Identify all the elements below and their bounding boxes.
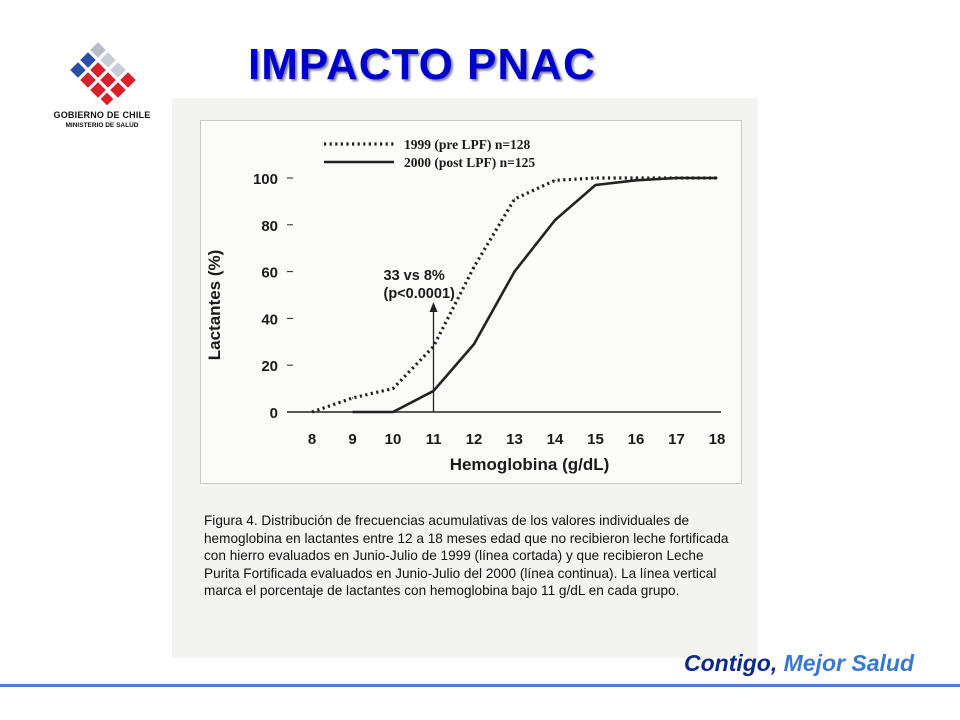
slogan-part-1: Contigo, xyxy=(684,650,778,676)
data-point xyxy=(473,266,475,268)
x-tick-label: 10 xyxy=(385,431,402,448)
x-tick-label: 16 xyxy=(628,431,645,448)
government-logo: GOBIERNO DE CHILE MINISTERIO DE SALUD xyxy=(42,42,162,142)
data-point xyxy=(513,271,516,273)
footer-slogan: Contigo, Mejor Salud xyxy=(684,650,914,677)
y-tick-label: 0 xyxy=(270,405,278,422)
data-point xyxy=(554,219,556,221)
data-point xyxy=(473,343,475,345)
x-axis-label: Hemoglobina (g/dL) xyxy=(450,455,610,474)
data-point xyxy=(351,397,354,399)
data-point xyxy=(716,177,718,179)
x-tick-label: 14 xyxy=(547,431,564,448)
data-point xyxy=(594,177,597,179)
legend-label-2: 2000 (post LPF) n=125 xyxy=(404,155,535,170)
data-point xyxy=(635,177,637,179)
y-axis-label: Lactantes (%) xyxy=(205,250,224,361)
annotation-text-2: (p<0.0001) xyxy=(384,286,456,302)
data-point xyxy=(594,184,597,186)
data-point xyxy=(392,411,394,413)
x-tick-label: 13 xyxy=(506,431,523,448)
logo-text-government: GOBIERNO DE CHILE xyxy=(53,110,151,120)
data-point xyxy=(635,179,637,181)
data-point xyxy=(351,411,354,413)
x-tick-label: 11 xyxy=(426,431,442,448)
y-tick-label: 80 xyxy=(261,218,278,235)
logo-text-ministry: MINISTERIO DE SALUD xyxy=(65,122,139,129)
y-tick-label: 20 xyxy=(261,358,278,375)
x-tick-label: 15 xyxy=(587,431,604,448)
y-tick-label: 40 xyxy=(261,311,278,328)
x-tick-label: 8 xyxy=(308,431,316,448)
x-tick-label: 18 xyxy=(709,431,726,448)
slide-title: IMPACTO PNAC xyxy=(248,40,596,89)
data-point xyxy=(675,177,678,179)
y-tick-label: 60 xyxy=(261,265,278,282)
legend-label-1: 1999 (pre LPF) n=128 xyxy=(404,137,531,152)
x-tick-label: 9 xyxy=(348,431,356,448)
hemoglobin-chart: 0 20 40 60 80 100 8 9 10 11 12 13 14 15 16 17 18 Hemoglob… xyxy=(205,137,726,474)
footer-divider xyxy=(0,684,960,687)
data-point xyxy=(513,198,516,200)
data-point xyxy=(554,179,556,181)
x-tick-label: 17 xyxy=(668,431,685,448)
hexagon-logo-icon xyxy=(68,42,138,107)
data-point xyxy=(311,411,313,413)
data-point xyxy=(392,388,394,390)
y-tick-label: 100 xyxy=(253,171,278,188)
slogan-part-2: Mejor Salud xyxy=(777,650,914,676)
annotation-text-1: 33 vs 8% xyxy=(384,268,445,284)
data-point xyxy=(368,411,370,413)
series-line-1 xyxy=(311,176,717,414)
figure-caption: Figura 4. Distribución de frecuencias ac… xyxy=(204,513,729,598)
x-tick-label: 12 xyxy=(466,431,483,448)
annotation-arrow-icon xyxy=(429,302,438,312)
